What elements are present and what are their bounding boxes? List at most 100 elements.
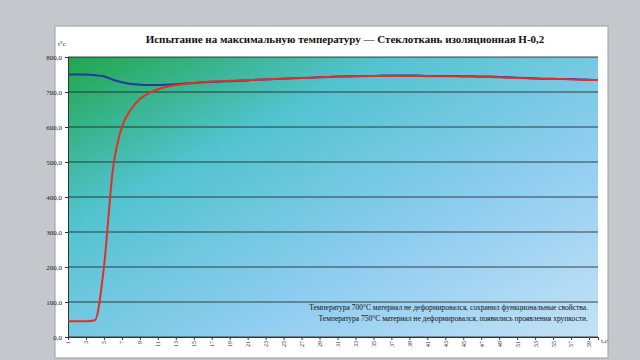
x-tick-mark (445, 337, 446, 340)
x-tick: 37 (389, 337, 395, 347)
x-axis-title: t,c (601, 337, 608, 345)
x-tick-label: 57 (568, 341, 574, 347)
x-tick-label: 51 (515, 341, 521, 347)
x-tick-mark (248, 337, 249, 340)
series-line (68, 76, 598, 321)
grid-line (68, 92, 598, 93)
x-tick-mark (86, 337, 87, 340)
x-tick: 39 (407, 337, 413, 347)
x-tick-mark (68, 337, 69, 340)
x-tick-label: 7 (119, 341, 125, 344)
x-tick-label: 33 (353, 341, 359, 347)
x-tick: 47 (479, 337, 485, 347)
x-tick: 11 (155, 337, 161, 347)
x-tick: 33 (353, 337, 359, 347)
x-tick: 29 (317, 337, 323, 347)
x-tick: 9 (137, 337, 143, 344)
x-tick-label: 11 (155, 341, 161, 347)
x-tick-mark (499, 337, 500, 340)
x-axis: 1357911131517192123252729313335373941434… (65, 337, 598, 347)
x-tick-label: 49 (497, 341, 503, 347)
x-tick-label: 31 (335, 341, 341, 347)
grid-line (68, 267, 598, 268)
lines (68, 75, 598, 322)
grid-line (68, 232, 598, 233)
x-tick-mark (589, 337, 590, 340)
y-tick-label: 800,0 (46, 54, 62, 62)
x-tick: 35 (371, 337, 377, 347)
x-tick-label: 37 (389, 341, 395, 347)
y-tick-mark (65, 162, 68, 163)
x-tick-label: 55 (551, 341, 557, 347)
x-tick-mark (140, 337, 141, 340)
y-tick-mark (65, 267, 68, 268)
x-tick-mark (176, 337, 177, 340)
grid-line (68, 57, 598, 58)
y-tick-label: 400,0 (46, 194, 62, 202)
y-tick-mark (65, 57, 68, 58)
x-tick-label: 45 (461, 341, 467, 347)
x-tick: 17 (209, 337, 215, 347)
x-tick-label: 1 (65, 341, 71, 344)
grid-line (68, 197, 598, 198)
x-tick-label: 3 (83, 341, 89, 344)
x-axis-line (69, 338, 599, 341)
chart: 0,0100,0200,0300,0400,0500,0600,0700,080… (0, 0, 640, 360)
x-tick: 27 (299, 337, 305, 347)
x-tick-mark (320, 337, 321, 340)
x-tick-mark (517, 337, 518, 340)
x-tick-mark (355, 337, 356, 340)
x-tick-mark (158, 337, 159, 340)
x-tick: 55 (551, 337, 557, 347)
x-tick-label: 15 (191, 341, 197, 347)
x-tick-label: 9 (137, 341, 143, 344)
x-tick-mark (212, 337, 213, 340)
title: Испытание на максимальную температуру — … (146, 33, 545, 45)
x-tick: 53 (533, 337, 539, 347)
x-tick: 7 (119, 337, 125, 344)
x-tick-mark (427, 337, 428, 340)
y-axis: 0,0100,0200,0300,0400,0500,0600,0700,080… (46, 54, 68, 342)
y-tick: 500,0 (46, 159, 68, 167)
x-tick-mark (535, 337, 536, 340)
x-tick: 1 (65, 337, 71, 344)
x-tick-mark (481, 337, 482, 340)
x-tick-label: 5 (101, 341, 107, 344)
x-tick: 49 (497, 337, 503, 347)
x-tick: 21 (245, 337, 251, 347)
y-tick-label: 300,0 (46, 229, 62, 237)
y-axis-title: t°c (58, 40, 66, 48)
x-tick-label: 35 (371, 341, 377, 347)
y-tick: 400,0 (46, 194, 68, 202)
x-tick-mark (230, 337, 231, 340)
x-tick: 23 (263, 337, 269, 347)
x-tick: 31 (335, 337, 341, 347)
x-tick: 13 (173, 337, 179, 347)
x-tick-mark (122, 337, 123, 340)
y-tick-label: 600,0 (46, 124, 62, 132)
x-tick: 45 (461, 337, 467, 347)
x-tick-label: 47 (479, 341, 485, 347)
x-tick: 43 (443, 337, 449, 347)
x-tick-label: 53 (533, 341, 539, 347)
y-tick: 800,0 (46, 54, 68, 62)
y-tick-label: 200,0 (46, 264, 62, 272)
x-tick-label: 29 (317, 341, 323, 347)
x-tick-label: 19 (227, 341, 233, 347)
x-tick-mark (409, 337, 410, 340)
y-tick: 700,0 (46, 89, 68, 97)
x-tick-mark (571, 337, 572, 340)
y-tick-label: 100,0 (46, 299, 62, 307)
grid-line (68, 127, 598, 128)
y-tick-mark (65, 232, 68, 233)
x-tick-label: 17 (209, 341, 215, 347)
y-tick-mark (65, 302, 68, 303)
x-tick-mark (266, 337, 267, 340)
x-tick-label: 13 (173, 341, 179, 347)
x-tick-mark (302, 337, 303, 340)
y-tick: 300,0 (46, 229, 68, 237)
annotation: Температура 700°С материал не деформиров… (309, 303, 588, 312)
x-tick: 3 (83, 337, 89, 344)
y-tick-label: 700,0 (46, 89, 62, 97)
frame (55, 26, 608, 358)
